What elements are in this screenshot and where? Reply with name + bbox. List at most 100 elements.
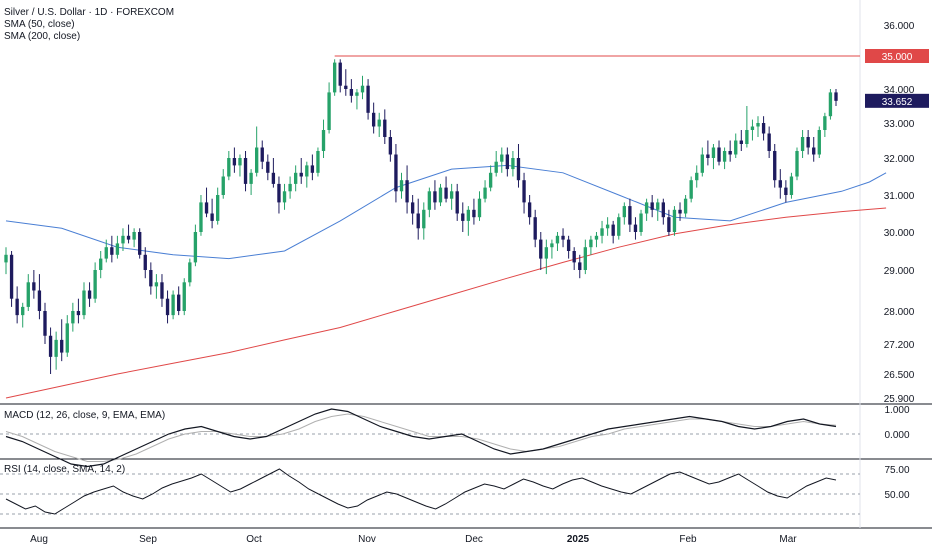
candle-body [171, 294, 175, 316]
candle [305, 161, 309, 188]
candle [344, 69, 348, 96]
candle [4, 247, 8, 275]
rsi-tick-label: 50.00 [884, 490, 909, 501]
price-tick-label: 33.000 [884, 119, 915, 130]
price-tick-label: 34.000 [884, 85, 915, 96]
candle [834, 89, 838, 106]
candle [32, 270, 36, 299]
candle-body [260, 147, 264, 162]
candle-body [617, 217, 621, 236]
candle-body [216, 195, 220, 221]
candle [812, 137, 816, 162]
candle [539, 232, 543, 270]
candle-body [82, 290, 86, 316]
candle-body [87, 290, 92, 299]
candle-body [522, 180, 526, 203]
candle [371, 102, 376, 134]
candle [366, 79, 370, 120]
candle [115, 235, 120, 259]
candle [332, 59, 337, 96]
candle [355, 89, 359, 110]
candle [71, 302, 75, 332]
candle-body [48, 335, 53, 357]
candle-body [600, 228, 604, 236]
candle-body [60, 339, 64, 353]
candle-body [722, 151, 727, 162]
candle-body [561, 235, 565, 240]
last-price-label: 33.652 [882, 97, 913, 108]
candle-body [165, 298, 170, 316]
candle-body [399, 180, 404, 192]
candle [277, 176, 281, 214]
candle [734, 133, 738, 158]
candle-body [344, 85, 348, 89]
candle-body [739, 140, 743, 144]
candle-body [834, 92, 838, 101]
candle-body [622, 206, 626, 218]
candle-body [177, 294, 181, 311]
candle [817, 126, 821, 158]
candle-body [800, 137, 805, 151]
candle-body [388, 137, 393, 155]
candle [800, 130, 805, 158]
candle-body [4, 254, 8, 263]
candle [667, 209, 671, 236]
candle [784, 180, 788, 203]
last-price-badge [865, 93, 929, 108]
candle [522, 172, 526, 214]
candle [500, 147, 504, 173]
candle-body [266, 161, 270, 173]
candle [43, 302, 47, 344]
candle [138, 228, 142, 259]
candle [221, 169, 225, 199]
candle-body [511, 158, 515, 170]
candle-body [773, 151, 777, 181]
candle [193, 224, 198, 267]
candle-body [366, 85, 370, 113]
candle [656, 198, 660, 221]
candle-body [71, 311, 75, 324]
macd-legend: MACD (12, 26, close, 9, EMA, EMA) [4, 410, 166, 421]
month-label: Mar [779, 534, 797, 545]
candle [255, 126, 259, 177]
candle-body [232, 158, 237, 166]
candle [410, 195, 415, 225]
price-tick-label: 25.900 [884, 394, 915, 405]
candle-body [594, 235, 599, 240]
candle [104, 239, 108, 263]
candle [689, 176, 693, 203]
candle [639, 209, 643, 236]
candle [511, 151, 515, 177]
candle [288, 176, 292, 199]
candle-body [455, 191, 459, 214]
candle-body [199, 202, 203, 232]
price-tick-label: 27.200 [884, 340, 915, 351]
candle-body [789, 176, 794, 195]
month-label: Dec [465, 534, 483, 545]
candle [672, 206, 677, 236]
candle [650, 195, 654, 218]
candle-body [355, 92, 359, 96]
candle [310, 154, 315, 181]
candle-body [349, 89, 354, 96]
candle [527, 195, 532, 225]
candle-body [249, 172, 253, 184]
candle [544, 239, 549, 275]
candle-body [488, 172, 493, 188]
candle-body [667, 217, 671, 232]
resistance-badge-label: 35.000 [882, 52, 913, 63]
price-tick-label: 26.500 [884, 370, 915, 381]
candle-body [756, 123, 760, 127]
candle-body [477, 198, 482, 218]
candle-body [661, 202, 665, 218]
candle-body [505, 154, 510, 170]
candle-body [377, 119, 381, 127]
price-tick-label: 32.000 [884, 154, 915, 165]
candle [823, 112, 827, 137]
candle-body [728, 151, 732, 155]
candle [706, 140, 710, 166]
candle [160, 274, 164, 307]
candle [232, 147, 237, 173]
candle [60, 319, 64, 362]
